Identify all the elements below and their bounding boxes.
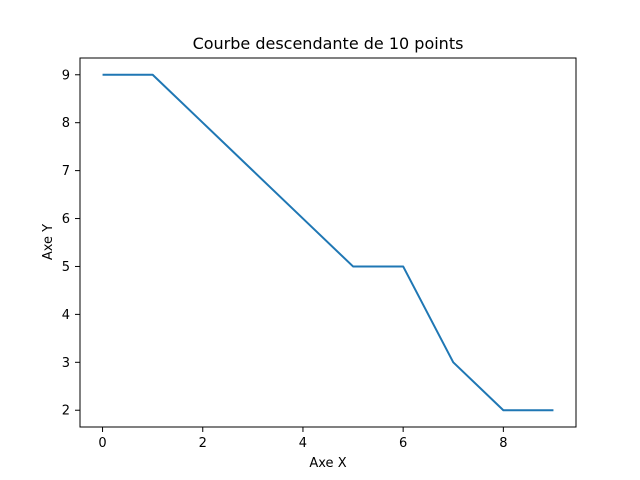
x-axis-label: Axe X: [309, 456, 346, 471]
series-line: [102, 73, 554, 412]
y-tick-label: 5: [62, 260, 70, 275]
y-axis-label: Axe Y: [41, 224, 56, 260]
x-tick-label: 0: [98, 436, 106, 451]
x-tick-label: 4: [299, 436, 307, 451]
y-tick-label: 3: [62, 356, 70, 371]
y-axis-ticks: 2 3 4 5 6 7 8 9: [62, 68, 80, 419]
x-tick-label: 8: [499, 436, 507, 451]
y-tick-label: 4: [62, 308, 70, 323]
y-tick-label: 2: [62, 404, 70, 419]
y-tick-label: 9: [62, 68, 70, 83]
x-tick-label: 6: [399, 436, 407, 451]
y-tick-label: 8: [62, 116, 70, 131]
x-tick-label: 2: [199, 436, 207, 451]
x-axis-ticks: 0 2 4 6 8: [98, 427, 507, 451]
plot-frame: [79, 57, 577, 428]
y-tick-label: 6: [62, 212, 70, 227]
chart-title: Courbe descendante de 10 points: [193, 34, 464, 53]
y-tick-label: 7: [62, 164, 70, 179]
